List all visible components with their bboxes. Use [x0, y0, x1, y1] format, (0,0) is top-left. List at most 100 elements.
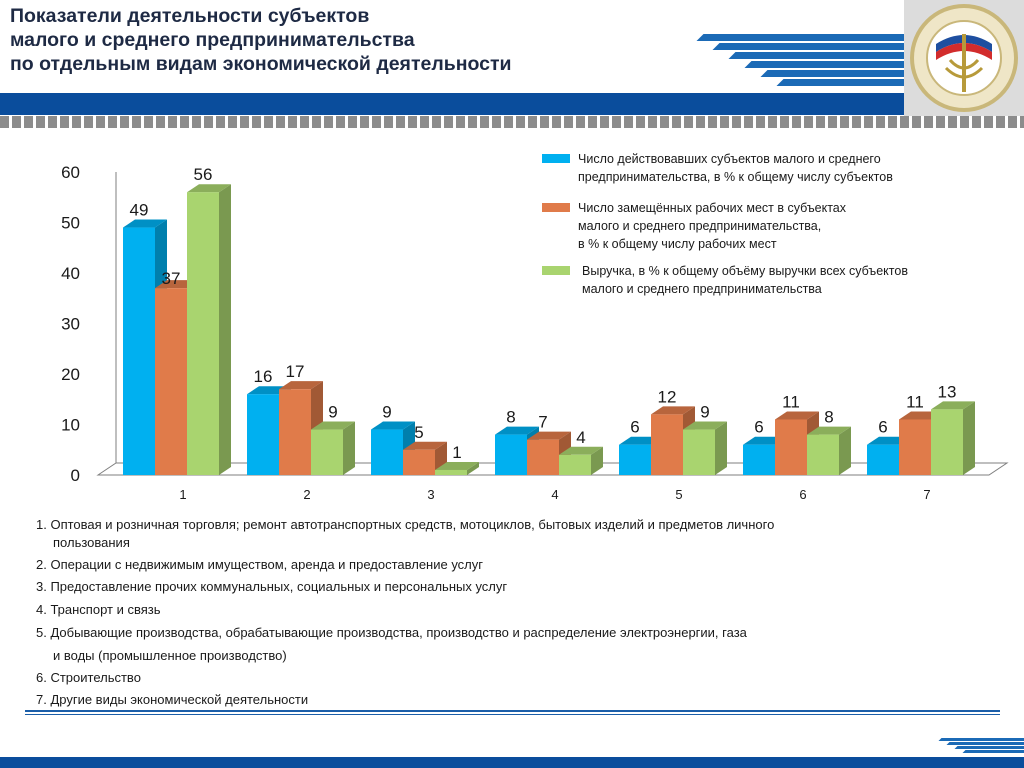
legend-text: Число действовавших субъектов малого и с… — [578, 152, 881, 166]
footer-stripes — [920, 738, 1024, 756]
legend-text: малого и среднего предпринимательства — [582, 282, 822, 296]
note-1: 1. Оптовая и розничная торговля; ремонт … — [36, 517, 775, 532]
title-line-2: малого и среднего предпринимательства — [10, 29, 415, 51]
data-label: 4 — [576, 428, 585, 447]
bar-top — [931, 401, 975, 410]
bar-side — [591, 446, 603, 475]
emblem-icon — [910, 4, 1018, 112]
bar — [683, 429, 715, 475]
legend-text: Число замещённых рабочих мест в субъекта… — [578, 201, 847, 215]
title-line-3: по отдельным видам экономической деятель… — [10, 53, 512, 75]
footer-rule — [25, 710, 1000, 712]
footer-band — [0, 757, 1024, 768]
legend-text: Выручка, в % к общему объёму выручки все… — [582, 264, 908, 278]
bar-top — [123, 219, 167, 228]
data-label: 8 — [824, 408, 833, 427]
decorative-stripe — [962, 750, 1024, 753]
data-label: 6 — [754, 418, 763, 437]
x-tick-label: 7 — [923, 487, 930, 502]
y-tick-label: 20 — [61, 365, 80, 384]
data-label: 12 — [658, 387, 677, 406]
note-5: 5. Добывающие производства, обрабатывающ… — [36, 625, 747, 640]
bar — [899, 419, 931, 475]
legend-swatch-jobs — [542, 203, 570, 212]
note-6: 6. Строительство — [36, 670, 141, 685]
bar-side — [343, 421, 355, 475]
bar-side — [963, 401, 975, 475]
decorative-stripe — [760, 70, 904, 77]
x-tick-label: 6 — [799, 487, 806, 502]
note-4: 4. Транспорт и связь — [36, 602, 161, 617]
data-label: 9 — [328, 403, 337, 422]
bar — [807, 434, 839, 475]
data-label: 1 — [452, 443, 461, 462]
x-tick-label: 4 — [551, 487, 558, 502]
bar — [651, 414, 683, 475]
bar — [931, 409, 963, 475]
decorative-stripe — [776, 79, 904, 86]
y-tick-label: 40 — [61, 264, 80, 283]
legend-item-revenue: Выручка, в % к общему объёму выручки все… — [582, 262, 908, 298]
bar — [527, 439, 559, 475]
bar — [187, 192, 219, 475]
data-label: 11 — [782, 392, 800, 411]
header: Показатели деятельности субъектов малого… — [0, 0, 1024, 116]
bar-top — [495, 426, 539, 435]
title-line-1: Показатели деятельности субъектов — [10, 5, 370, 27]
data-label: 7 — [538, 413, 547, 432]
bar — [247, 394, 279, 475]
bar — [371, 429, 403, 475]
bar-top — [559, 446, 603, 455]
bar — [495, 434, 527, 475]
x-tick-label: 3 — [427, 487, 434, 502]
bar-top — [775, 411, 819, 420]
x-tick-label: 1 — [179, 487, 186, 502]
note-2: 2. Операции с недвижимым имуществом, аре… — [36, 557, 484, 572]
decorative-stripe — [744, 61, 904, 68]
data-label: 6 — [878, 418, 887, 437]
decorative-stripe — [696, 34, 904, 41]
bar — [867, 444, 899, 475]
legend-item-jobs: Число замещённых рабочих мест в субъекта… — [578, 199, 846, 253]
bar-top — [311, 421, 355, 430]
bar — [403, 449, 435, 475]
decorative-stripe — [712, 43, 904, 50]
data-label: 49 — [130, 201, 149, 220]
dotted-divider — [0, 116, 1024, 128]
legend-swatch-subjects — [542, 154, 570, 163]
bar-side — [839, 426, 851, 475]
bar-side — [219, 184, 231, 475]
bar-top — [371, 421, 415, 430]
x-tick-label: 5 — [675, 487, 682, 502]
note-7: 7. Другие виды экономической деятельност… — [36, 692, 309, 707]
data-label: 56 — [194, 165, 213, 184]
bar — [619, 444, 651, 475]
legend-text: предпринимательства, в % к общему числу … — [578, 170, 893, 184]
decorative-stripe — [938, 738, 1024, 741]
data-label: 8 — [506, 408, 515, 427]
bar-top — [683, 421, 727, 430]
bar-top — [187, 184, 231, 193]
data-label: 6 — [630, 418, 639, 437]
legend-swatch-revenue — [542, 266, 570, 275]
header-band — [0, 93, 904, 115]
data-label: 5 — [414, 423, 423, 442]
bar-top — [807, 426, 851, 435]
y-tick-label: 10 — [61, 416, 80, 435]
bar — [311, 429, 343, 475]
note-5-cont: и воды (промышленное производство) — [53, 648, 287, 663]
y-tick-label: 0 — [71, 466, 80, 485]
bar — [559, 454, 591, 475]
y-tick-label: 60 — [61, 163, 80, 182]
decorative-stripe — [946, 742, 1024, 745]
bar-side — [715, 421, 727, 475]
footer-rule-thin — [25, 714, 1000, 715]
bar-top — [279, 381, 323, 390]
bar-top — [403, 441, 447, 450]
bar — [775, 419, 807, 475]
bar — [155, 288, 187, 475]
bar-top — [527, 431, 571, 440]
decorative-stripe — [728, 52, 904, 59]
legend-item-subjects: Число действовавших субъектов малого и с… — [578, 150, 893, 186]
